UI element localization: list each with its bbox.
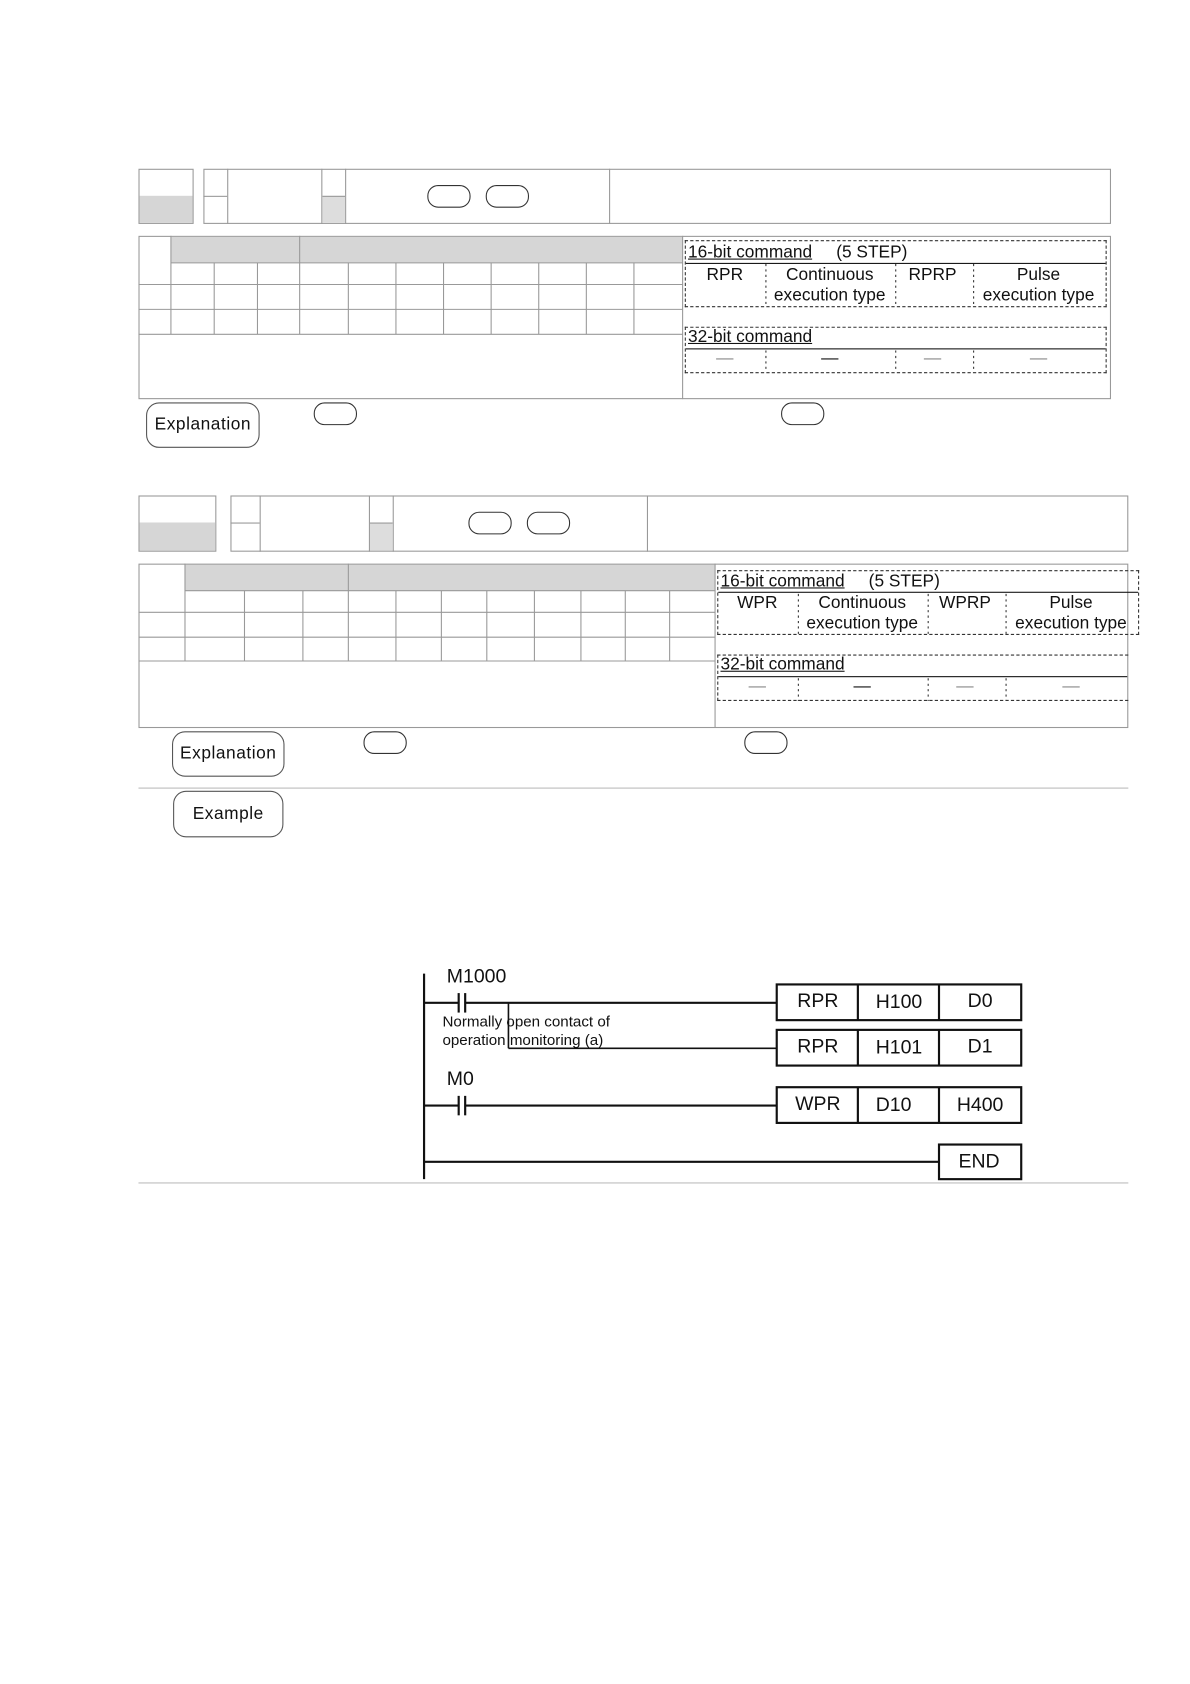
rpr-operand-table — [138, 235, 1112, 400]
instr-op: H100 — [875, 990, 923, 1013]
operand-s-badge — [427, 184, 471, 208]
divider — [203, 195, 228, 197]
divider — [368, 495, 370, 552]
wpr-api-cell-shade — [139, 522, 216, 551]
header-cell — [299, 236, 683, 263]
header-cell — [184, 564, 349, 591]
instr-box — [775, 1028, 1023, 1067]
wpr-mnemonic-cell — [230, 495, 1129, 552]
divider — [227, 168, 229, 224]
operand-s-badge — [468, 511, 512, 535]
divider — [259, 495, 261, 552]
wpr-cont-name: WPR — [737, 593, 778, 613]
divider — [321, 168, 323, 224]
wpr-pulse-name: WPRP — [939, 593, 991, 613]
rpr-cmd32-box — [684, 326, 1107, 374]
divider — [392, 495, 394, 552]
rpr-cmd16-box — [684, 240, 1107, 308]
instr-op: RPR — [797, 989, 839, 1012]
operand-d-badge — [485, 184, 530, 208]
rpr-pulse-name: RPRP — [908, 266, 957, 285]
rpr-pulse-type: execution type — [982, 286, 1095, 306]
rpr-cmd32-value: — — [1029, 349, 1048, 368]
operand-d-badge — [744, 731, 788, 755]
rpr-cmd32-value: — — [716, 349, 734, 368]
wpr-cmd16-label: 16-bit command — [720, 572, 845, 591]
wpr-cmd16-box — [717, 570, 1140, 636]
rpr-pulse-cell-shade — [322, 195, 346, 223]
divider — [609, 168, 611, 224]
divider — [685, 348, 1106, 350]
instr-op: RPR — [797, 1035, 839, 1057]
contact-label-m1000: M1000 — [446, 964, 507, 987]
header-cell — [348, 564, 716, 591]
wpr-pulse-cell-shade — [369, 522, 393, 551]
wpr-cmd32-label: 32-bit command — [720, 655, 845, 674]
operand-s-badge — [363, 731, 407, 755]
wpr-explanation-badge: Explanation — [172, 731, 285, 777]
rpr-cont-name: RPR — [706, 266, 744, 285]
rpr-pulse-type: Pulse — [1016, 266, 1061, 285]
rpr-cmd32-value: — — [923, 349, 942, 368]
wpr-pulse-type: Pulse — [1049, 593, 1093, 613]
rpr-cont-type: Continuous — [785, 266, 874, 285]
rpr-explanation-badge: Explanation — [146, 402, 260, 448]
wpr-cont-type: execution type — [806, 614, 919, 633]
operand-s-badge — [313, 402, 357, 426]
divider — [646, 495, 648, 552]
rpr-cmd16-label: 16-bit command — [688, 243, 813, 262]
wpr-cmd32-box — [717, 654, 1129, 702]
end-box — [937, 1143, 1023, 1181]
rpr-cont-type: execution type — [773, 286, 886, 306]
instr-box — [775, 1086, 1023, 1124]
rpr-cmd32-value: — — [821, 349, 839, 368]
wpr-cmd32-value: — — [853, 677, 871, 696]
end-label: END — [958, 1149, 1000, 1172]
instr-op: D0 — [967, 989, 993, 1012]
instr-op: D1 — [967, 1035, 993, 1057]
wpr-operand-table — [138, 563, 1129, 729]
wpr-api-cell — [138, 495, 217, 552]
wpr-pulse-type: execution type — [1015, 614, 1127, 633]
instr-op: D10 — [875, 1093, 912, 1116]
operand-d-badge — [526, 511, 571, 535]
wpr-cont-type: Continuous — [818, 593, 906, 613]
section-divider — [138, 1182, 1129, 1184]
wpr-cmd32-value: — — [1062, 677, 1080, 696]
ladder-annotation: Normally open contact of — [442, 1012, 610, 1030]
operand-d-badge — [781, 402, 825, 426]
rpr-cmd32-label: 32-bit command — [688, 327, 813, 347]
divider — [230, 522, 260, 524]
wpr-cmd32-value: — — [956, 677, 974, 696]
header-cell — [170, 236, 300, 263]
divider — [345, 168, 347, 224]
section-divider — [138, 787, 1129, 789]
contact-label-m0: M0 — [446, 1067, 474, 1090]
instr-op: H101 — [875, 1036, 923, 1059]
rpr-api-cell-shade — [139, 195, 193, 223]
example-badge: Example — [173, 790, 284, 838]
instr-box — [775, 983, 1023, 1022]
ladder-annotation: operation monitoring (a) — [442, 1030, 604, 1049]
wpr-cmd32-value: — — [748, 677, 766, 696]
wpr-cmd16-steps: (5 STEP) — [868, 572, 940, 591]
divider — [718, 676, 1128, 678]
instr-op: H400 — [956, 1093, 1004, 1116]
divider — [718, 591, 1139, 593]
rpr-api-cell — [138, 168, 194, 224]
rpr-cmd16-steps: (5 STEP) — [836, 243, 908, 262]
divider — [685, 262, 1106, 264]
instr-op: WPR — [795, 1092, 841, 1115]
